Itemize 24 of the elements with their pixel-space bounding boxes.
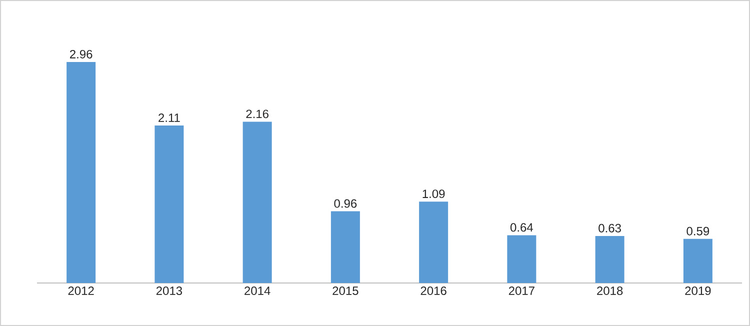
data-label: 0.96 xyxy=(334,199,357,208)
data-label: 0.59 xyxy=(686,226,710,236)
bar xyxy=(330,211,360,283)
x-tick-label: 2012 xyxy=(68,286,94,296)
bar xyxy=(242,122,272,283)
bar xyxy=(683,238,712,283)
data-label: 0.63 xyxy=(598,224,621,232)
data-label: 2.11 xyxy=(158,114,180,122)
bar xyxy=(154,125,184,283)
x-tick-label: 2016 xyxy=(420,286,446,296)
data-label: 2.16 xyxy=(246,110,268,118)
bar xyxy=(507,235,536,283)
x-tick-label: 2018 xyxy=(597,286,623,296)
x-tick-label: 2014 xyxy=(244,286,270,296)
x-tick-label: 2013 xyxy=(156,286,182,296)
x-tick-label: 2015 xyxy=(332,286,358,296)
bar xyxy=(66,62,96,283)
x-tick-label: 2017 xyxy=(508,286,534,296)
data-label: 2.96 xyxy=(70,50,92,58)
data-label: 0.64 xyxy=(510,223,534,232)
x-tick-label: 2019 xyxy=(685,286,711,296)
bar xyxy=(595,236,624,283)
bar xyxy=(419,202,448,283)
data-label: 1.09 xyxy=(422,190,445,198)
